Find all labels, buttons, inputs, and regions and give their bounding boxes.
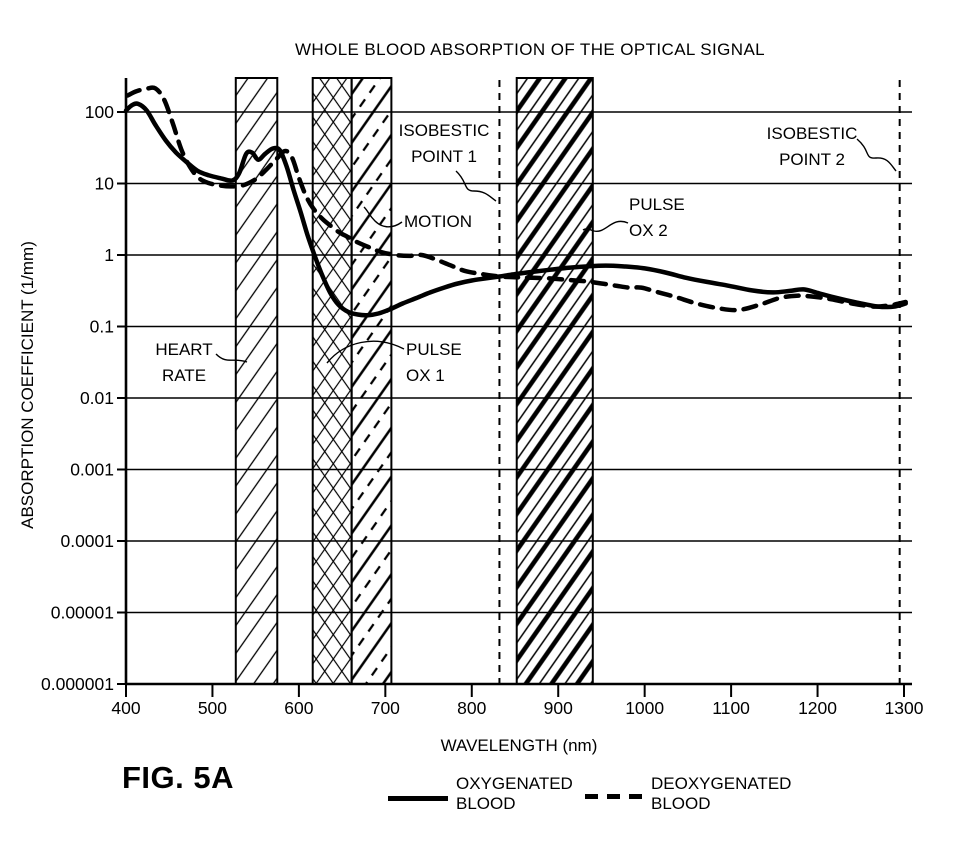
band-motion: [350, 77, 393, 685]
isobestic-2-leader-line: [856, 138, 897, 172]
x-tick-label: 1200: [798, 698, 837, 718]
x-tick-label: 600: [284, 698, 313, 718]
x-tick-label: 1100: [712, 698, 750, 718]
legend-solid-line-sample: [388, 796, 448, 801]
legend-deoxygenated-label: DEOXYGENATED BLOOD: [651, 774, 792, 813]
absorption-curves: [123, 85, 908, 318]
legend-dashed-line-sample: [585, 794, 643, 799]
x-tick-label: 1300: [885, 698, 924, 718]
y-tick-label: 0.1: [90, 317, 114, 337]
pulse-ox-2-leader-line: [582, 220, 629, 232]
y-tick-label: 0.00001: [51, 603, 114, 623]
deoxygenated-curve: [125, 85, 908, 313]
x-axis-title: WAVELENGTH (nm): [440, 736, 598, 755]
pulse-ox-1-leader-line: [326, 340, 405, 364]
x-tick-label: 700: [371, 698, 400, 718]
pulse-ox-1-label: PULSE OX 1: [406, 340, 462, 385]
y-tick-label: 0.000001: [41, 674, 114, 694]
isobestic-point-1-label: ISOBESTIC POINT 1: [398, 121, 490, 166]
axis-ticks-and-labels: 100 10 1 0.1 0.01 0.001 0.0001 0.00001 0.000001 4…: [41, 102, 924, 718]
isobestic-lines: [498, 80, 901, 684]
oxygenated-curve: [123, 101, 908, 318]
x-tick-label: 800: [457, 698, 486, 718]
band-pulse-ox-1: [312, 78, 352, 684]
x-tick-label: 900: [544, 698, 573, 718]
heart-rate-leader-line: [215, 353, 248, 363]
band-pulse-ox-2: [515, 77, 594, 685]
pulse-ox-2-label: PULSE OX 2: [629, 195, 685, 240]
wavelength-bands: [234, 77, 594, 685]
isobestic-1-leader-line: [455, 170, 497, 202]
isobestic-point-2-label: ISOBESTIC POINT 2: [766, 124, 858, 169]
y-tick-label: 0.0001: [60, 531, 114, 551]
motion-label: MOTION: [404, 212, 472, 231]
legend-oxygenated-label: OXYGENATED BLOOD: [456, 774, 573, 813]
figure-number-label: FIG. 5A: [122, 760, 235, 795]
motion-leader-line: [363, 206, 403, 228]
y-axis-title: ABSORPTION COEFFICIENT (1/mm): [18, 241, 37, 529]
y-tick-label: 100: [85, 102, 114, 122]
y-tick-label: 0.01: [80, 388, 114, 408]
x-tick-label: 500: [198, 698, 227, 718]
y-tick-label: 0.001: [70, 460, 114, 480]
y-tick-label: 1: [104, 245, 114, 265]
heart-rate-label: HEART RATE: [155, 340, 213, 385]
leader-lines: [215, 138, 897, 364]
y-tick-label: 10: [95, 174, 115, 194]
x-tick-label: 400: [111, 698, 140, 718]
chart-title: WHOLE BLOOD ABSORPTION OF THE OPTICAL SI…: [294, 40, 766, 59]
x-tick-label: 1000: [625, 698, 664, 718]
